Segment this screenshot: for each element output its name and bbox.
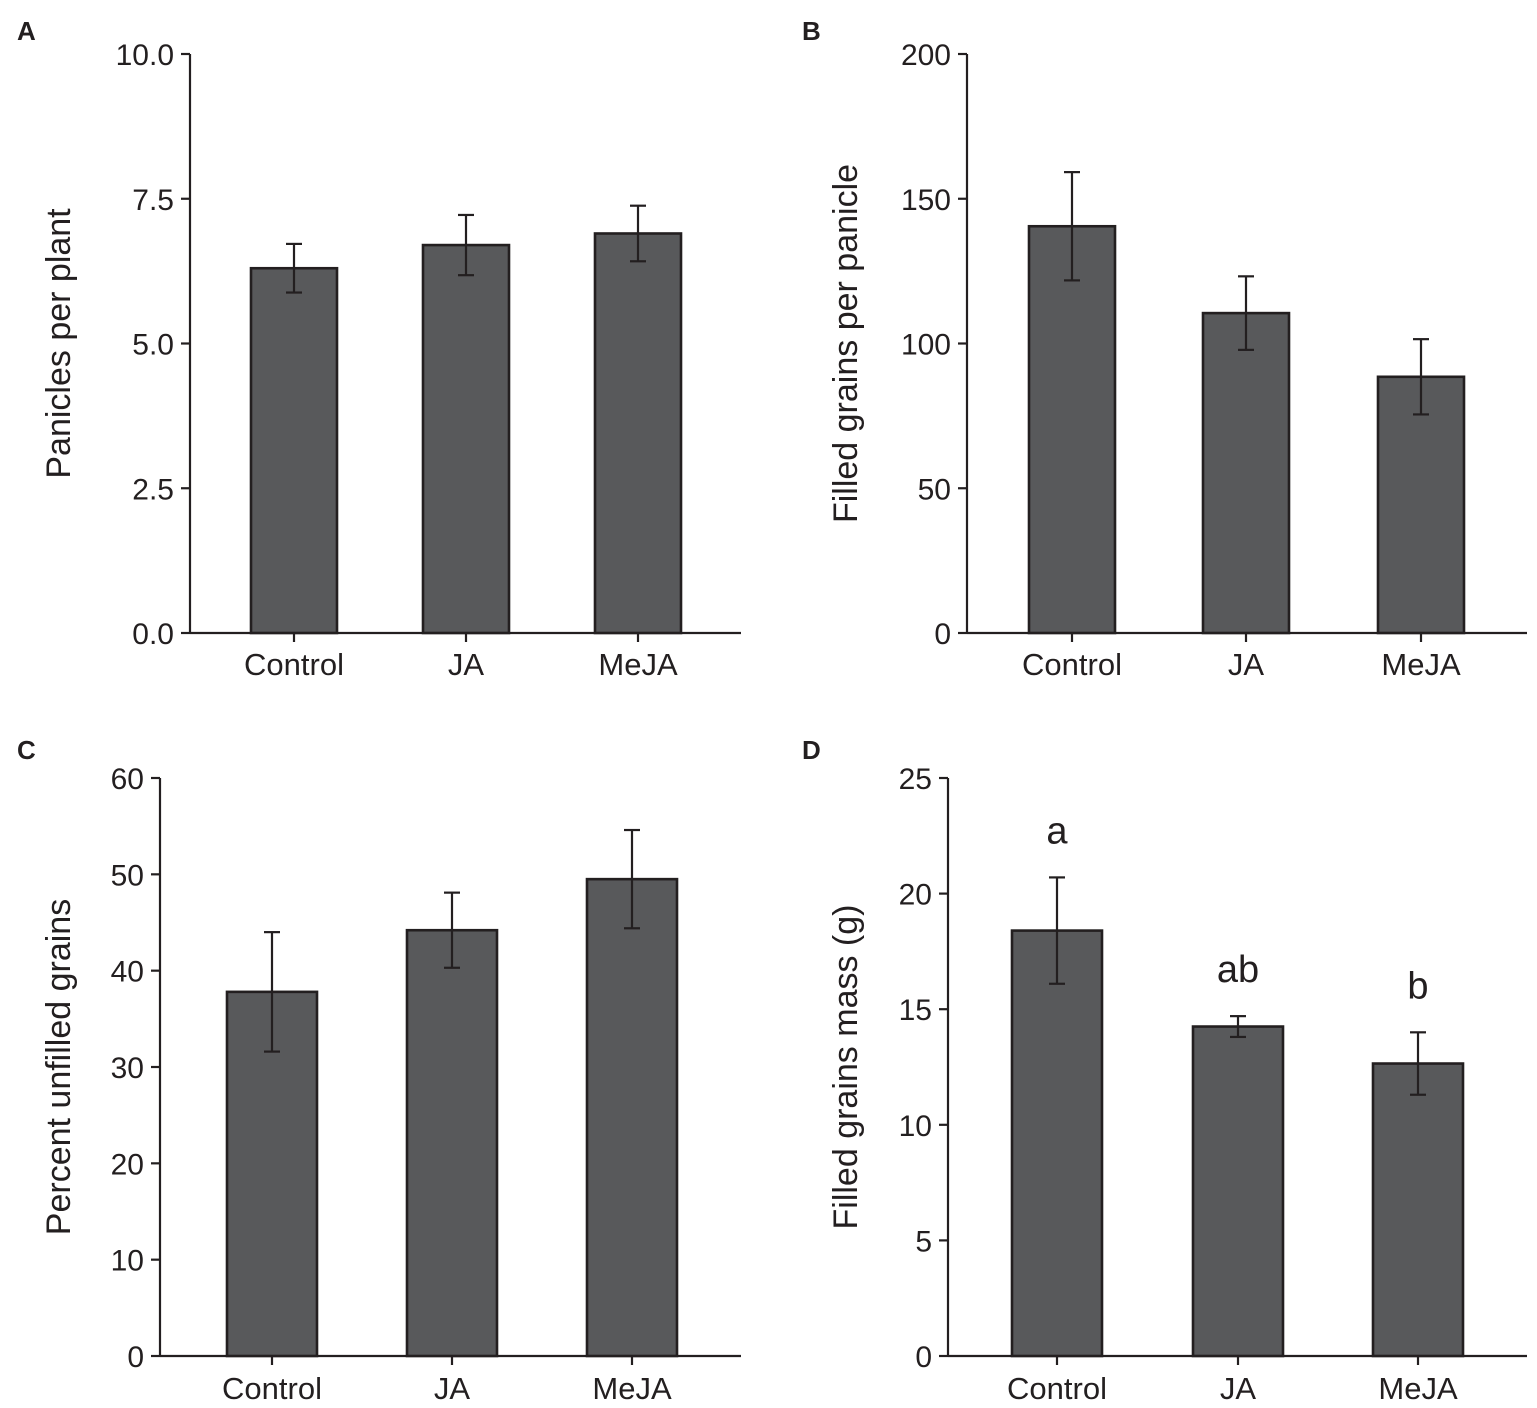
y-tick-label: 5 bbox=[915, 1225, 932, 1258]
y-tick-label: 20 bbox=[899, 879, 932, 912]
y-tick-label: 7.5 bbox=[132, 184, 174, 217]
x-category-label: MeJA bbox=[598, 647, 678, 682]
significance-letter: ab bbox=[1217, 949, 1259, 991]
panel-b-plot: 0 50 100 150 200 Filled grains per panicle Con… bbox=[827, 39, 1527, 682]
panel-a: A 0.0 2.5 5.0 7.5 10.0 Panicles per plant Cont… bbox=[17, 16, 741, 682]
bar-ja bbox=[1201, 311, 1291, 635]
x-category-label: JA bbox=[434, 1371, 471, 1406]
bar-ja bbox=[405, 928, 499, 1358]
bar-control bbox=[1010, 929, 1104, 1358]
bar-control bbox=[249, 266, 339, 635]
y-axis-title: Filled grains mass (g) bbox=[827, 905, 865, 1230]
x-category-label: JA bbox=[448, 647, 485, 682]
x-category-label: Control bbox=[1022, 647, 1122, 682]
y-axis-title: Percent unfilled grains bbox=[40, 899, 78, 1235]
panel-b: B 0 50 100 150 200 Filled grains per panicle C… bbox=[802, 16, 1527, 682]
y-tick-label: 5.0 bbox=[132, 329, 174, 362]
bar-control bbox=[1027, 224, 1117, 635]
x-category-label: Control bbox=[222, 1371, 322, 1406]
y-tick-label: 2.5 bbox=[132, 473, 174, 506]
y-tick-label: 10 bbox=[899, 1110, 932, 1143]
x-category-label: Control bbox=[244, 647, 344, 682]
y-tick-label: 0 bbox=[127, 1341, 144, 1374]
y-tick-label: 0.0 bbox=[132, 618, 174, 651]
y-tick-label: 15 bbox=[899, 994, 932, 1027]
y-tick-label: 60 bbox=[111, 763, 144, 796]
panel-a-plot: 0.0 2.5 5.0 7.5 10.0 Panicles per plant Contro… bbox=[40, 39, 741, 682]
y-axis-title: Filled grains per panicle bbox=[827, 164, 865, 523]
y-tick-label: 100 bbox=[901, 329, 951, 362]
bar-meja bbox=[585, 877, 679, 1358]
panel-d-label: D bbox=[802, 735, 821, 765]
bar-ja bbox=[421, 243, 511, 635]
x-category-label: MeJA bbox=[1378, 1371, 1458, 1406]
y-tick-label: 40 bbox=[111, 956, 144, 989]
x-category-label: Control bbox=[1007, 1371, 1107, 1406]
x-category-label: MeJA bbox=[1381, 647, 1461, 682]
y-tick-label: 50 bbox=[918, 473, 951, 506]
significance-letter: a bbox=[1046, 810, 1068, 852]
panel-a-label: A bbox=[17, 16, 36, 46]
y-tick-label: 10 bbox=[111, 1245, 144, 1278]
y-tick-label: 200 bbox=[901, 39, 951, 72]
bar-ja bbox=[1191, 1025, 1285, 1358]
x-category-label: JA bbox=[1228, 647, 1265, 682]
y-tick-label: 0 bbox=[915, 1341, 932, 1374]
panel-c: C 0 10 20 30 40 50 60 Percent unfilled grains Co… bbox=[17, 735, 741, 1406]
panel-c-label: C bbox=[17, 735, 36, 765]
y-tick-label: 20 bbox=[111, 1148, 144, 1181]
y-tick-label: 50 bbox=[111, 859, 144, 892]
y-tick-label: 10.0 bbox=[116, 39, 174, 72]
bar-meja bbox=[593, 232, 683, 635]
panel-b-label: B bbox=[802, 16, 821, 46]
y-tick-label: 25 bbox=[899, 763, 932, 796]
panel-c-plot: 0 10 20 30 40 50 60 Percent unfilled grains Cont… bbox=[40, 763, 741, 1406]
x-category-label: JA bbox=[1220, 1371, 1257, 1406]
bar-meja bbox=[1371, 1062, 1465, 1358]
y-tick-label: 0 bbox=[934, 618, 951, 651]
panel-d-plot: 0 5 10 15 20 25 Filled grains mass (g) Control a… bbox=[827, 763, 1527, 1406]
significance-letter: b bbox=[1407, 965, 1428, 1007]
x-category-label: MeJA bbox=[592, 1371, 672, 1406]
panel-d: D 0 5 10 15 20 25 Filled grains mass (g) Contro… bbox=[802, 735, 1527, 1406]
y-tick-label: 30 bbox=[111, 1052, 144, 1085]
y-tick-label: 150 bbox=[901, 184, 951, 217]
y-axis-title: Panicles per plant bbox=[40, 208, 78, 479]
